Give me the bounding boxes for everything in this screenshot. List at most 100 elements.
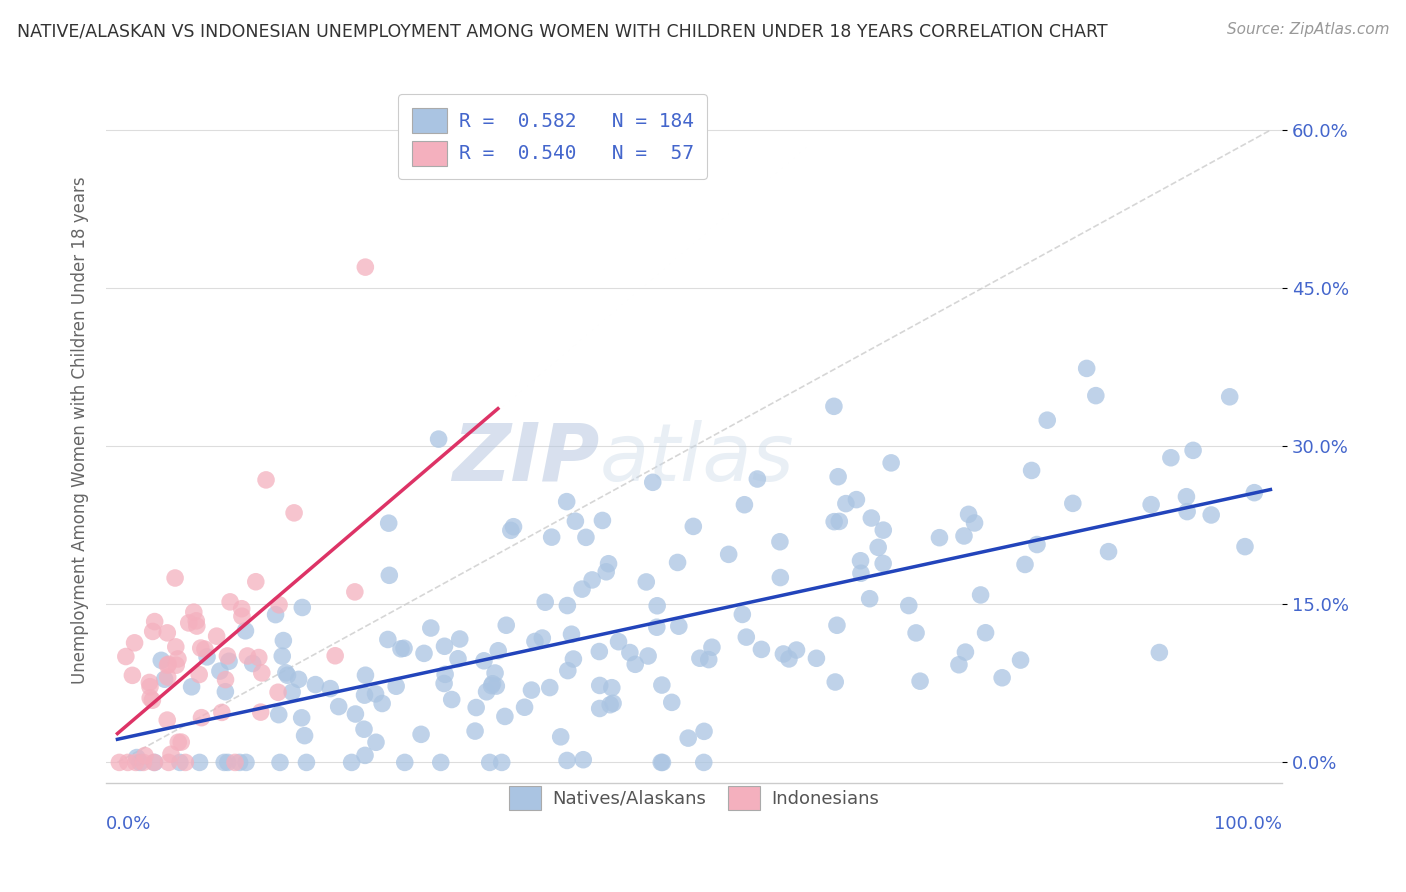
Point [948, 657, 970, 672]
Point [955, 645, 977, 659]
Point [177, 615, 200, 630]
Point [1199, 508, 1222, 522]
Point [645, 620, 668, 634]
Point [211, 706, 233, 720]
Point [520, 683, 543, 698]
Point [637, 648, 659, 663]
Point [823, 515, 845, 529]
Point [413, 646, 436, 660]
Point [231, 609, 253, 624]
Point [247, 650, 270, 665]
Point [195, 649, 218, 664]
Point [824, 675, 846, 690]
Point [624, 657, 647, 672]
Point [429, 756, 451, 770]
Point [786, 643, 808, 657]
Point [650, 756, 672, 770]
Point [156, 658, 179, 673]
Point [974, 625, 997, 640]
Text: 100.0%: 100.0% [1213, 815, 1282, 833]
Point [354, 668, 377, 682]
Point [485, 679, 508, 693]
Point [562, 652, 585, 666]
Point [502, 519, 524, 533]
Point [676, 731, 699, 745]
Point [969, 588, 991, 602]
Point [651, 756, 673, 770]
Point [825, 618, 848, 632]
Point [598, 557, 620, 571]
Point [1149, 646, 1171, 660]
Point [433, 676, 456, 690]
Point [747, 472, 769, 486]
Point [214, 684, 236, 698]
Point [205, 629, 228, 643]
Point [291, 711, 314, 725]
Point [689, 651, 711, 665]
Point [769, 570, 792, 584]
Point [169, 756, 191, 770]
Point [481, 679, 503, 693]
Point [228, 756, 250, 770]
Point [364, 735, 387, 749]
Point [872, 523, 894, 537]
Point [523, 634, 546, 648]
Point [254, 473, 277, 487]
Point [124, 636, 146, 650]
Y-axis label: Unemployment Among Women with Children Under 18 years: Unemployment Among Women with Children U… [72, 177, 89, 684]
Point [353, 688, 375, 702]
Point [208, 664, 231, 678]
Point [188, 756, 211, 770]
Point [156, 625, 179, 640]
Point [538, 681, 561, 695]
Point [249, 705, 271, 719]
Point [495, 618, 517, 632]
Point [1062, 496, 1084, 510]
Point [560, 627, 582, 641]
Point [540, 530, 562, 544]
Point [484, 665, 506, 680]
Point [344, 706, 367, 721]
Point [212, 756, 235, 770]
Point [564, 514, 586, 528]
Point [905, 626, 928, 640]
Point [1243, 485, 1265, 500]
Point [769, 534, 792, 549]
Point [602, 696, 624, 710]
Point [157, 657, 180, 672]
Point [125, 756, 148, 770]
Point [607, 634, 630, 648]
Point [1140, 498, 1163, 512]
Point [591, 513, 613, 527]
Point [595, 565, 617, 579]
Point [132, 756, 155, 770]
Point [236, 648, 259, 663]
Point [731, 607, 754, 622]
Point [269, 756, 291, 770]
Point [499, 524, 522, 538]
Point [1021, 463, 1043, 477]
Point [645, 599, 668, 613]
Point [167, 735, 190, 749]
Point [599, 698, 621, 712]
Point [735, 630, 758, 644]
Point [267, 685, 290, 699]
Point [218, 654, 240, 668]
Point [283, 506, 305, 520]
Point [449, 632, 471, 646]
Point [156, 670, 179, 684]
Point [693, 756, 716, 770]
Point [1233, 540, 1256, 554]
Point [129, 756, 152, 770]
Point [242, 657, 264, 671]
Point [319, 681, 342, 696]
Point [287, 673, 309, 687]
Point [235, 624, 257, 638]
Point [150, 653, 173, 667]
Point [165, 640, 187, 654]
Point [143, 756, 166, 770]
Point [353, 723, 375, 737]
Point [860, 511, 883, 525]
Point [1014, 558, 1036, 572]
Point [619, 646, 641, 660]
